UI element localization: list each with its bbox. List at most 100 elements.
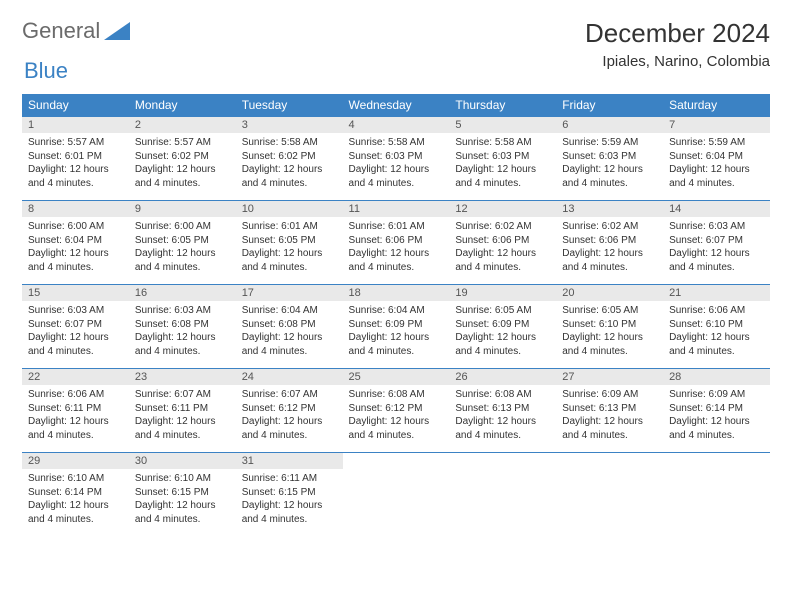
- day-detail-row: Sunrise: 5:57 AMSunset: 6:01 PMDaylight:…: [22, 133, 770, 201]
- day-detail: Sunrise: 6:03 AMSunset: 6:08 PMDaylight:…: [129, 301, 236, 369]
- sunrise-text: Sunrise: 6:06 AM: [28, 389, 104, 400]
- daylight-text: Daylight: 12 hours and 4 minutes.: [455, 332, 536, 357]
- day-number-row: 22232425262728: [22, 369, 770, 386]
- sunset-text: Sunset: 6:03 PM: [562, 151, 636, 162]
- day-detail: Sunrise: 6:06 AMSunset: 6:10 PMDaylight:…: [663, 301, 770, 369]
- sunrise-text: Sunrise: 6:07 AM: [242, 389, 318, 400]
- sunset-text: Sunset: 6:11 PM: [135, 403, 208, 414]
- sunset-text: Sunset: 6:12 PM: [349, 403, 423, 414]
- sunset-text: Sunset: 6:05 PM: [135, 235, 209, 246]
- sunrise-text: Sunrise: 6:04 AM: [349, 305, 425, 316]
- sunrise-text: Sunrise: 6:02 AM: [562, 221, 638, 232]
- empty-cell: [449, 453, 556, 470]
- sunset-text: Sunset: 6:14 PM: [669, 403, 743, 414]
- day-number: 2: [129, 117, 236, 134]
- sunrise-text: Sunrise: 6:11 AM: [242, 473, 317, 484]
- day-number: 28: [663, 369, 770, 386]
- sunrise-text: Sunrise: 5:59 AM: [562, 137, 638, 148]
- sunrise-text: Sunrise: 6:02 AM: [455, 221, 531, 232]
- sunrise-text: Sunrise: 5:58 AM: [455, 137, 531, 148]
- day-detail-row: Sunrise: 6:03 AMSunset: 6:07 PMDaylight:…: [22, 301, 770, 369]
- logo-triangle-icon: [104, 22, 130, 40]
- daylight-text: Daylight: 12 hours and 4 minutes.: [455, 416, 536, 441]
- sunset-text: Sunset: 6:03 PM: [349, 151, 423, 162]
- day-detail: Sunrise: 6:06 AMSunset: 6:11 PMDaylight:…: [22, 385, 129, 453]
- day-header: Sunday: [22, 94, 129, 117]
- daylight-text: Daylight: 12 hours and 4 minutes.: [28, 164, 109, 189]
- sunrise-text: Sunrise: 6:09 AM: [669, 389, 745, 400]
- day-number: 31: [236, 453, 343, 470]
- day-number: 6: [556, 117, 663, 134]
- day-detail: Sunrise: 6:09 AMSunset: 6:13 PMDaylight:…: [556, 385, 663, 453]
- daylight-text: Daylight: 12 hours and 4 minutes.: [669, 164, 750, 189]
- sunset-text: Sunset: 6:02 PM: [242, 151, 316, 162]
- day-number: 13: [556, 201, 663, 218]
- day-detail: Sunrise: 6:00 AMSunset: 6:05 PMDaylight:…: [129, 217, 236, 285]
- day-number: 4: [343, 117, 450, 134]
- sunset-text: Sunset: 6:11 PM: [28, 403, 101, 414]
- sunrise-text: Sunrise: 5:57 AM: [135, 137, 211, 148]
- sunrise-text: Sunrise: 6:10 AM: [28, 473, 104, 484]
- sunrise-text: Sunrise: 6:00 AM: [28, 221, 104, 232]
- day-detail: Sunrise: 6:07 AMSunset: 6:11 PMDaylight:…: [129, 385, 236, 453]
- daylight-text: Daylight: 12 hours and 4 minutes.: [669, 332, 750, 357]
- sunset-text: Sunset: 6:06 PM: [349, 235, 423, 246]
- daylight-text: Daylight: 12 hours and 4 minutes.: [242, 164, 323, 189]
- sunset-text: Sunset: 6:13 PM: [562, 403, 636, 414]
- daylight-text: Daylight: 12 hours and 4 minutes.: [349, 416, 430, 441]
- day-detail: Sunrise: 5:59 AMSunset: 6:03 PMDaylight:…: [556, 133, 663, 201]
- empty-cell: [556, 469, 663, 536]
- sunrise-text: Sunrise: 6:03 AM: [135, 305, 211, 316]
- daylight-text: Daylight: 12 hours and 4 minutes.: [135, 164, 216, 189]
- daylight-text: Daylight: 12 hours and 4 minutes.: [242, 416, 323, 441]
- empty-cell: [556, 453, 663, 470]
- sunset-text: Sunset: 6:09 PM: [455, 319, 529, 330]
- day-number-row: 1234567: [22, 117, 770, 134]
- sunrise-text: Sunrise: 6:01 AM: [242, 221, 318, 232]
- sunset-text: Sunset: 6:06 PM: [455, 235, 529, 246]
- day-number-row: 15161718192021: [22, 285, 770, 302]
- day-header: Friday: [556, 94, 663, 117]
- sunrise-text: Sunrise: 6:01 AM: [349, 221, 425, 232]
- daylight-text: Daylight: 12 hours and 4 minutes.: [135, 416, 216, 441]
- sunrise-text: Sunrise: 5:58 AM: [349, 137, 425, 148]
- sunset-text: Sunset: 6:10 PM: [562, 319, 636, 330]
- sunrise-text: Sunrise: 6:09 AM: [562, 389, 638, 400]
- day-detail: Sunrise: 6:10 AMSunset: 6:14 PMDaylight:…: [22, 469, 129, 536]
- sunset-text: Sunset: 6:13 PM: [455, 403, 529, 414]
- day-detail: Sunrise: 5:58 AMSunset: 6:03 PMDaylight:…: [343, 133, 450, 201]
- sunset-text: Sunset: 6:04 PM: [28, 235, 102, 246]
- day-number: 23: [129, 369, 236, 386]
- day-number-row: 891011121314: [22, 201, 770, 218]
- day-detail: Sunrise: 6:08 AMSunset: 6:12 PMDaylight:…: [343, 385, 450, 453]
- day-number: 16: [129, 285, 236, 302]
- day-detail: Sunrise: 5:57 AMSunset: 6:02 PMDaylight:…: [129, 133, 236, 201]
- day-number: 14: [663, 201, 770, 218]
- day-header: Wednesday: [343, 94, 450, 117]
- sunset-text: Sunset: 6:03 PM: [455, 151, 529, 162]
- day-detail: Sunrise: 6:07 AMSunset: 6:12 PMDaylight:…: [236, 385, 343, 453]
- empty-cell: [663, 453, 770, 470]
- day-number: 26: [449, 369, 556, 386]
- day-detail: Sunrise: 6:02 AMSunset: 6:06 PMDaylight:…: [556, 217, 663, 285]
- day-number: 30: [129, 453, 236, 470]
- daylight-text: Daylight: 12 hours and 4 minutes.: [28, 332, 109, 357]
- day-header-row: Sunday Monday Tuesday Wednesday Thursday…: [22, 94, 770, 117]
- empty-cell: [449, 469, 556, 536]
- daylight-text: Daylight: 12 hours and 4 minutes.: [669, 416, 750, 441]
- daylight-text: Daylight: 12 hours and 4 minutes.: [242, 500, 323, 525]
- day-number: 29: [22, 453, 129, 470]
- day-number: 12: [449, 201, 556, 218]
- day-number: 22: [22, 369, 129, 386]
- sunset-text: Sunset: 6:10 PM: [669, 319, 743, 330]
- daylight-text: Daylight: 12 hours and 4 minutes.: [669, 248, 750, 273]
- day-header: Monday: [129, 94, 236, 117]
- day-number: 9: [129, 201, 236, 218]
- day-number: 20: [556, 285, 663, 302]
- daylight-text: Daylight: 12 hours and 4 minutes.: [242, 248, 323, 273]
- day-detail: Sunrise: 6:11 AMSunset: 6:15 PMDaylight:…: [236, 469, 343, 536]
- day-number: 27: [556, 369, 663, 386]
- empty-cell: [663, 469, 770, 536]
- day-number: 25: [343, 369, 450, 386]
- day-number: 7: [663, 117, 770, 134]
